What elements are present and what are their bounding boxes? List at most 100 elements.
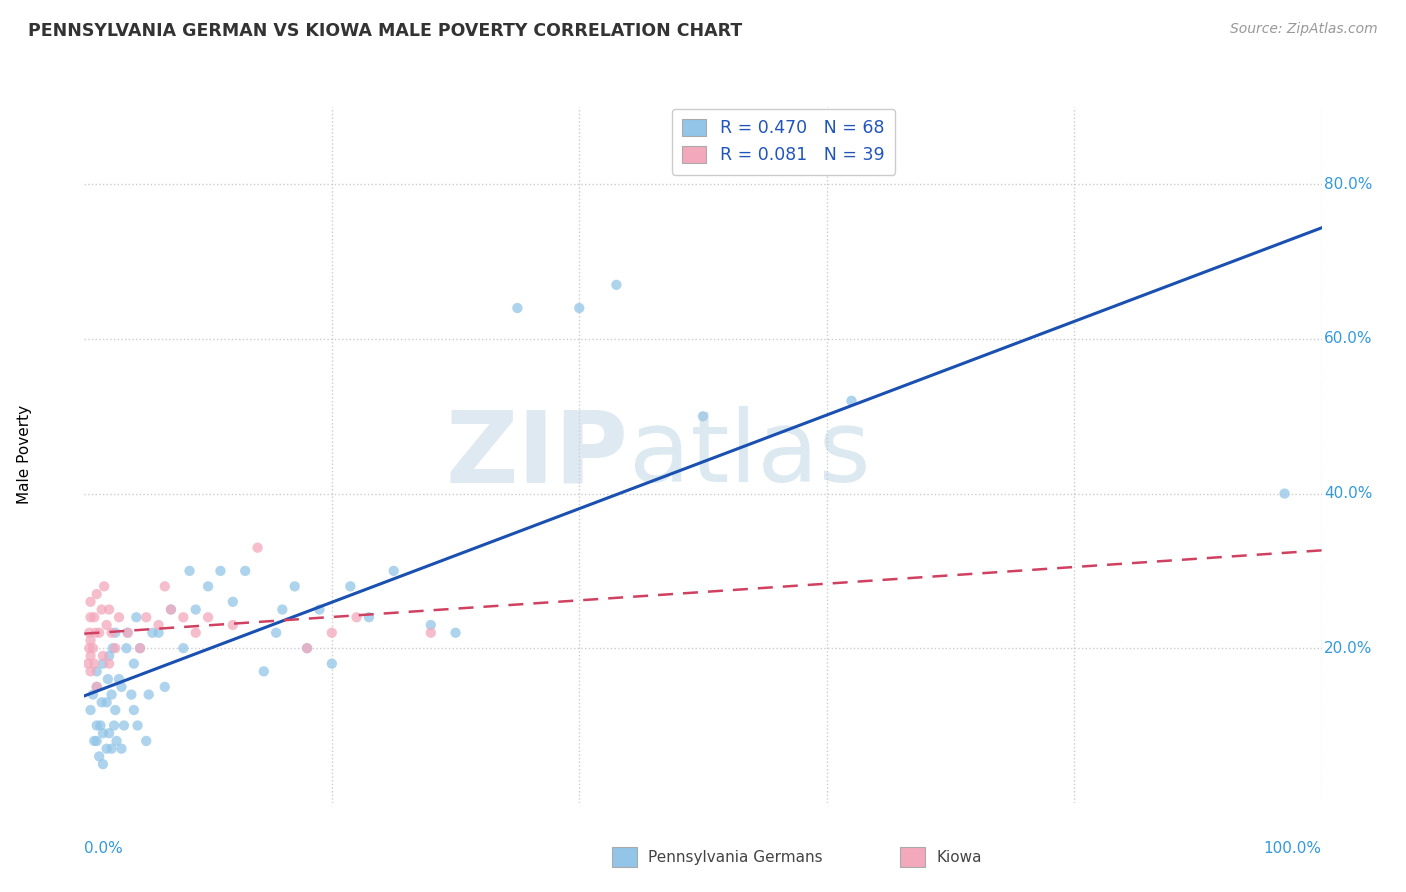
Point <box>308 602 330 616</box>
Point <box>148 618 170 632</box>
Point <box>222 618 245 632</box>
Point <box>112 718 135 732</box>
Point <box>135 610 157 624</box>
Point <box>197 610 219 624</box>
Point <box>1274 486 1296 500</box>
Point <box>79 665 101 679</box>
Point <box>79 648 101 663</box>
Point <box>96 741 118 756</box>
Point <box>382 564 405 578</box>
Point <box>104 703 127 717</box>
Point <box>295 641 318 656</box>
Text: 60.0%: 60.0% <box>1324 332 1372 346</box>
Point <box>321 625 343 640</box>
Text: PENNSYLVANIA GERMAN VS KIOWA MALE POVERTY CORRELATION CHART: PENNSYLVANIA GERMAN VS KIOWA MALE POVERT… <box>28 22 742 40</box>
Point <box>153 680 176 694</box>
Point <box>153 579 176 593</box>
Point <box>419 618 441 632</box>
Point <box>97 672 120 686</box>
Point <box>101 641 124 656</box>
Point <box>141 625 163 640</box>
Point <box>86 718 108 732</box>
Point <box>357 610 380 624</box>
Point <box>89 718 111 732</box>
Point <box>841 393 863 408</box>
Point <box>179 564 201 578</box>
Point <box>148 625 170 640</box>
Point <box>135 734 157 748</box>
Text: ZIP: ZIP <box>446 407 628 503</box>
Point <box>209 564 232 578</box>
Point <box>110 741 132 756</box>
Point <box>160 602 183 616</box>
Point <box>120 688 142 702</box>
Point <box>77 657 100 671</box>
Point <box>122 703 145 717</box>
Point <box>184 625 207 640</box>
Point <box>295 641 318 656</box>
Point <box>83 657 105 671</box>
Point <box>339 579 361 593</box>
Point <box>79 633 101 648</box>
Point <box>93 579 115 593</box>
Point <box>90 695 112 709</box>
Point <box>233 564 256 578</box>
Point <box>117 625 139 640</box>
Point <box>79 641 101 656</box>
Point <box>83 734 105 748</box>
Point <box>115 641 138 656</box>
Point <box>222 595 245 609</box>
Text: 20.0%: 20.0% <box>1324 640 1372 656</box>
Point <box>91 757 114 772</box>
Point <box>98 726 121 740</box>
Point <box>91 726 114 740</box>
Point <box>253 665 276 679</box>
Text: Kiowa: Kiowa <box>936 850 981 864</box>
Point <box>86 665 108 679</box>
Point <box>98 648 121 663</box>
Point <box>246 541 269 555</box>
Text: 80.0%: 80.0% <box>1324 177 1372 192</box>
Point <box>172 610 194 624</box>
Point <box>346 610 368 624</box>
Point <box>108 610 131 624</box>
Text: atlas: atlas <box>628 407 870 503</box>
Point <box>419 625 441 640</box>
Point <box>605 277 627 292</box>
Point <box>129 641 152 656</box>
Point <box>100 741 122 756</box>
Point <box>86 680 108 694</box>
Point <box>692 409 714 424</box>
Point <box>284 579 307 593</box>
Point <box>79 595 101 609</box>
Text: 0.0%: 0.0% <box>84 841 124 856</box>
Text: Source: ZipAtlas.com: Source: ZipAtlas.com <box>1230 22 1378 37</box>
Point <box>83 610 105 624</box>
Point <box>91 648 114 663</box>
Text: 100.0%: 100.0% <box>1264 841 1322 856</box>
Point <box>98 602 121 616</box>
Point <box>96 618 118 632</box>
Point <box>160 602 183 616</box>
Legend: R = 0.470   N = 68, R = 0.081   N = 39: R = 0.470 N = 68, R = 0.081 N = 39 <box>672 109 896 175</box>
Point <box>82 688 104 702</box>
Point <box>271 602 294 616</box>
Point <box>86 680 108 694</box>
Point <box>100 688 122 702</box>
Point <box>105 734 128 748</box>
Point <box>197 579 219 593</box>
Point <box>89 625 111 640</box>
Point <box>82 641 104 656</box>
Point <box>129 641 152 656</box>
Point <box>98 657 121 671</box>
Point <box>172 641 194 656</box>
Point <box>506 301 529 315</box>
Text: Male Poverty: Male Poverty <box>17 405 32 505</box>
Point <box>568 301 591 315</box>
Text: 40.0%: 40.0% <box>1324 486 1372 501</box>
Point <box>122 657 145 671</box>
Point <box>79 703 101 717</box>
Point <box>108 672 131 686</box>
Point <box>96 695 118 709</box>
Point <box>117 625 139 640</box>
